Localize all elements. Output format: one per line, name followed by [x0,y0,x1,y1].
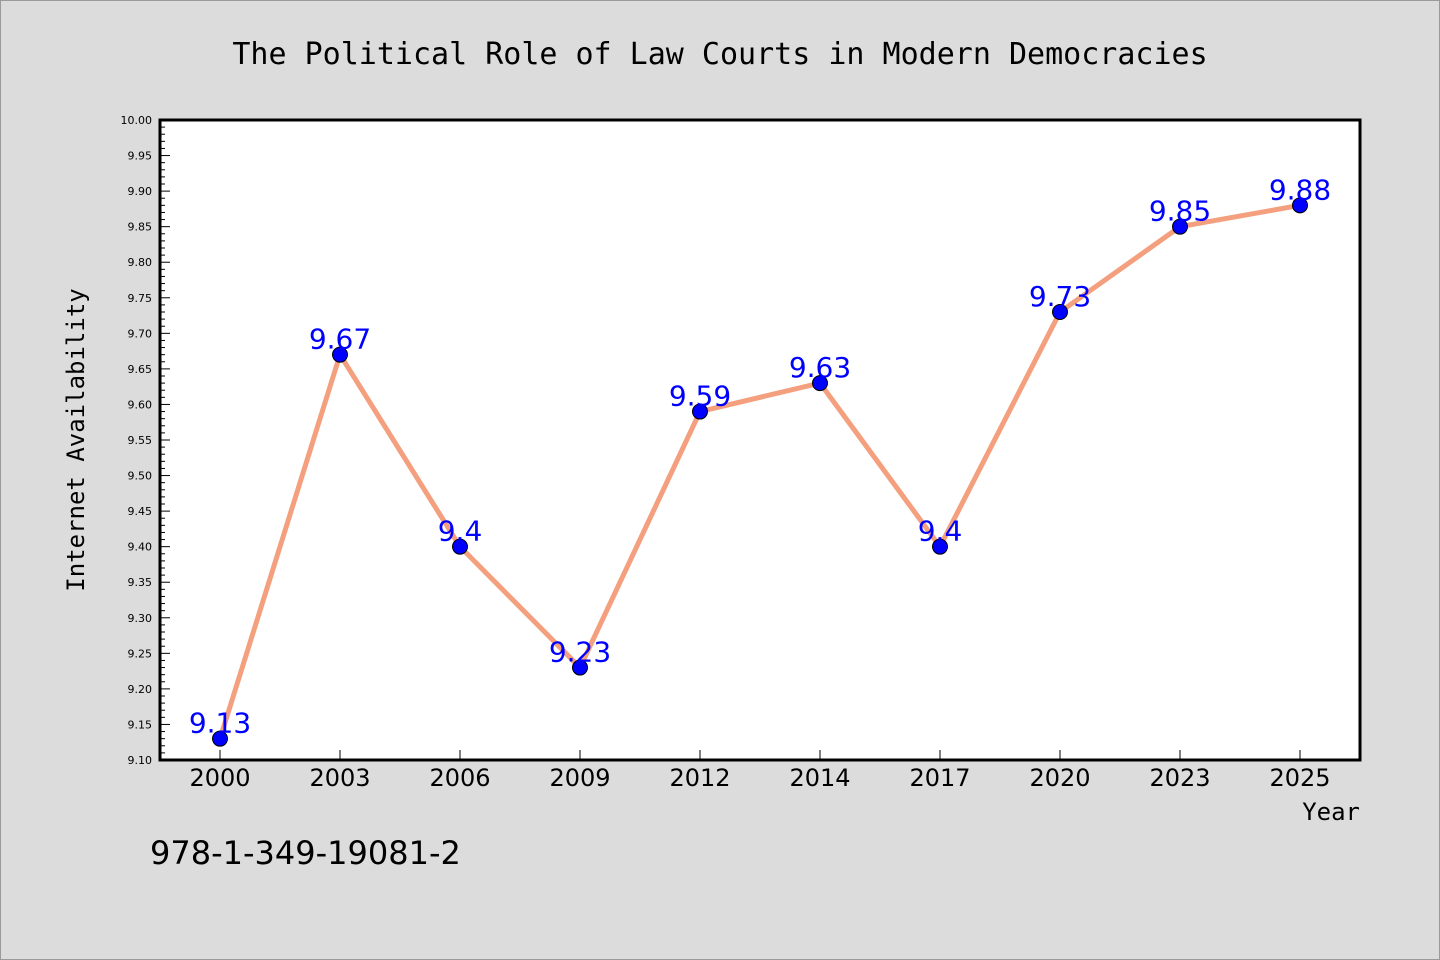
y-tick-label: 9.40 [128,541,153,554]
x-axis: 2000 2003 2006 2009 2012 2014 2017 2020 2023 2025 [189,750,1331,792]
data-point [212,730,228,747]
x-tick-label: 2017 [909,764,970,792]
data-point [812,375,828,392]
y-tick-label: 9.90 [128,185,153,198]
x-tick-label: 2012 [669,764,730,792]
x-tick-label: 2020 [1029,764,1090,792]
y-axis-label: Internet Availability [62,288,90,591]
data-labels: 9.13 9.67 9.4 9.23 9.59 9.63 9.4 9.73 9.85 9.88 [189,173,1331,739]
y-tick-label: 9.45 [128,505,153,518]
y-tick-label: 9.25 [128,647,153,660]
y-tick-label: 9.10 [128,754,153,767]
y-tick-label: 9.80 [128,256,153,269]
data-point [1292,197,1308,214]
y-tick-label: 9.20 [128,683,153,696]
y-tick-label: 9.85 [128,221,153,234]
x-tick-label: 2009 [549,764,610,792]
x-tick-label: 2000 [189,764,250,792]
data-point [932,538,948,555]
data-label: 9.23 [549,636,611,669]
data-point [1172,218,1188,235]
y-tick-label: 9.35 [128,576,153,589]
x-tick-label: 2014 [789,764,850,792]
y-tick-label: 10.00 [121,114,153,127]
data-label: 9.67 [309,323,371,356]
x-tick-label: 2023 [1149,764,1210,792]
plot-area [158,118,1362,762]
y-tick-label: 9.75 [128,292,153,305]
data-point [692,403,708,420]
data-point [332,346,348,363]
data-label: 9.88 [1269,173,1331,206]
data-label: 9.59 [669,380,731,413]
x-tick-label: 2006 [429,764,490,792]
x-axis-label: Year [1302,798,1360,826]
y-tick-label: 9.70 [128,327,153,340]
data-point [1052,304,1068,320]
y-tick-label: 9.65 [128,363,153,376]
series-markers [212,197,1308,747]
data-point [452,538,468,555]
series-line [217,202,1301,740]
data-point [572,659,588,676]
x-tick-label: 2003 [309,764,370,792]
y-tick-label: 9.30 [128,612,153,625]
x-tick-label: 2025 [1269,764,1330,792]
y-tick-label: 9.60 [128,398,153,411]
data-label: 9.4 [918,515,963,548]
data-label: 9.73 [1029,280,1091,313]
y-axis: 9.10 9.15 9.20 9.25 9.30 9.35 9.40 9.45 9.50 9.55… [121,114,170,767]
y-tick-label: 9.50 [128,470,153,483]
data-label: 9.63 [789,351,851,384]
y-tick-label: 9.95 [128,150,153,163]
y-tick-label: 9.55 [128,434,153,447]
chart-title: The Political Role of Law Courts in Mode… [232,37,1207,72]
y-tick-label: 9.15 [128,718,153,731]
data-label: 9.4 [438,515,483,548]
data-label: 9.13 [189,707,251,740]
isbn-annotation: 978-1-349-19081-2 [150,834,461,872]
data-label: 9.85 [1149,195,1211,228]
